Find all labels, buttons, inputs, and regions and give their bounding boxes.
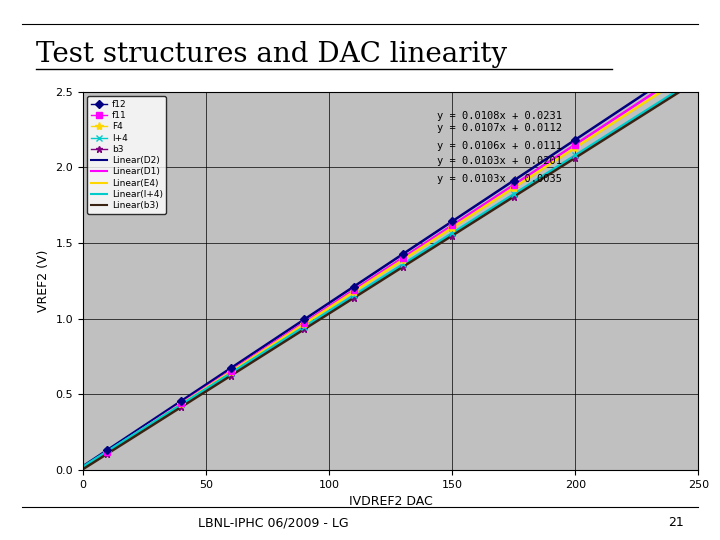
Text: 21: 21 xyxy=(668,516,684,529)
Text: y = 0.0103x + 0.0201: y = 0.0103x + 0.0201 xyxy=(437,157,562,166)
Text: y = 0.0107x + 0.0112: y = 0.0107x + 0.0112 xyxy=(437,123,562,133)
Text: y = 0.0106x + 0.0111: y = 0.0106x + 0.0111 xyxy=(437,141,562,151)
Text: y = 0.0108x + 0.0231: y = 0.0108x + 0.0231 xyxy=(437,111,562,121)
Text: LBNL-IPHC 06/2009 - LG: LBNL-IPHC 06/2009 - LG xyxy=(198,516,349,529)
Text: y = 0.0103x + 0.0035: y = 0.0103x + 0.0035 xyxy=(437,174,562,184)
X-axis label: IVDREF2 DAC: IVDREF2 DAC xyxy=(348,495,433,508)
Legend: f12, f11, F4, I+4, b3, Linear(D2), Linear(D1), Linear(E4), Linear(I+4), Linear(b: f12, f11, F4, I+4, b3, Linear(D2), Linea… xyxy=(87,96,166,214)
Text: Test structures and DAC linearity: Test structures and DAC linearity xyxy=(36,40,507,68)
Y-axis label: VREF2 (V): VREF2 (V) xyxy=(37,249,50,312)
